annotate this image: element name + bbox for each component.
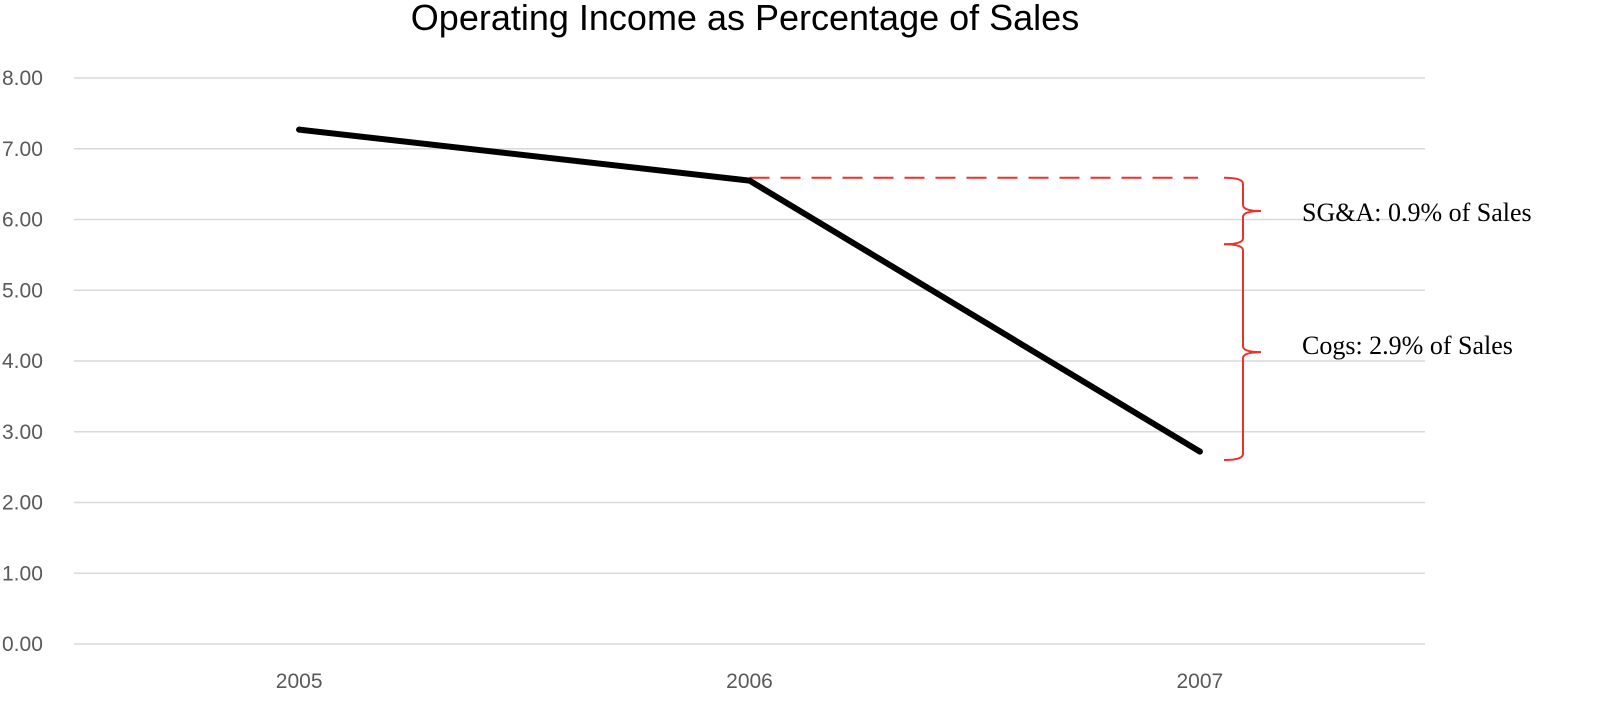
y-tick-label: 5.00 <box>2 279 43 302</box>
x-tick-label: 2006 <box>726 670 773 693</box>
y-tick-label: 2.00 <box>2 492 43 515</box>
y-tick-label: 8.00 <box>2 67 43 90</box>
y-tick-label: 1.00 <box>2 562 43 585</box>
x-tick-label: 2007 <box>1176 670 1223 693</box>
x-tick-label: 2005 <box>276 670 323 693</box>
y-tick-label: 6.00 <box>2 209 43 232</box>
cogs-brace <box>1223 243 1262 462</box>
cogs-annotation: Cogs: 2.9% of Sales <box>1302 331 1513 360</box>
y-axis-ticks: 0.00 1.00 2.00 3.00 4.00 5.00 6.00 7.00 8.00 <box>2 67 43 656</box>
y-tick-label: 0.00 <box>2 633 43 656</box>
x-axis-ticks: 2005 2006 2007 <box>276 670 1223 693</box>
gridlines <box>74 77 1425 645</box>
y-tick-label: 3.00 <box>2 421 43 444</box>
y-tick-label: 7.00 <box>2 138 43 161</box>
annotations: SG&A: 0.9% of Sales Cogs: 2.9% of Sales <box>749 176 1532 462</box>
y-tick-label: 4.00 <box>2 350 43 373</box>
data-point <box>746 177 753 184</box>
data-point <box>1196 448 1203 455</box>
series-layer <box>296 126 1203 455</box>
sga-brace <box>1223 176 1262 246</box>
sga-annotation: SG&A: 0.9% of Sales <box>1302 198 1532 227</box>
data-point <box>296 126 303 133</box>
chart-title: Operating Income as Percentage of Sales <box>411 0 1079 38</box>
